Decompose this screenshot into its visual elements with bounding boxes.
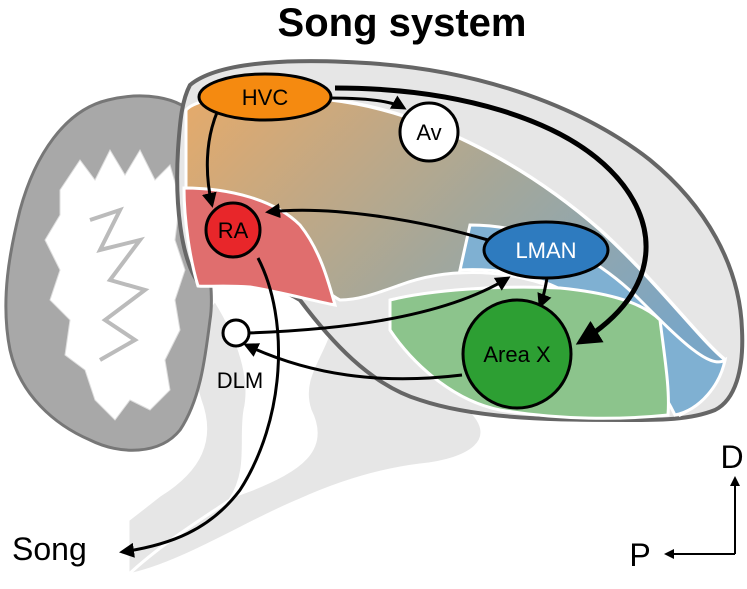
dlm-label: DLM — [217, 368, 263, 393]
arrow-areax-dlm — [243, 343, 463, 381]
song-output-label: Song — [12, 531, 87, 567]
ra-label: RA — [218, 218, 249, 243]
arrow-hvc-ra — [201, 109, 220, 208]
arrow-hvc-av — [329, 95, 407, 110]
area-x-label: Area X — [483, 342, 551, 367]
posterior-label: P — [629, 537, 650, 573]
dorsal-label: D — [720, 439, 743, 475]
brainstem-left — [126, 297, 249, 579]
lman-label: LMAN — [515, 238, 576, 263]
node-dlm: DLM — [217, 318, 263, 393]
node-ra: RA — [204, 201, 262, 259]
arrow-lman-ra — [265, 203, 489, 242]
hvc-ellipse — [197, 72, 333, 122]
orientation-axes: D P — [629, 439, 743, 573]
arrow-ra-song — [119, 257, 281, 558]
node-hvc: HVC — [197, 72, 333, 122]
av-circle — [398, 101, 460, 163]
lman-ellipse — [482, 220, 610, 280]
arrow-hvc-areax — [334, 85, 649, 345]
ra-circle — [204, 201, 262, 259]
hvc-label: HVC — [242, 85, 289, 110]
node-av: Av — [398, 101, 460, 163]
dlm-circle — [221, 318, 251, 348]
arrow-dlm-lman — [247, 276, 511, 335]
av-label: Av — [416, 120, 441, 145]
connections — [119, 85, 649, 558]
diagram-title: Song system — [278, 1, 527, 45]
area-x-circle — [461, 298, 573, 410]
node-lman: LMAN — [482, 220, 610, 280]
node-area-x: Area X — [461, 298, 573, 410]
